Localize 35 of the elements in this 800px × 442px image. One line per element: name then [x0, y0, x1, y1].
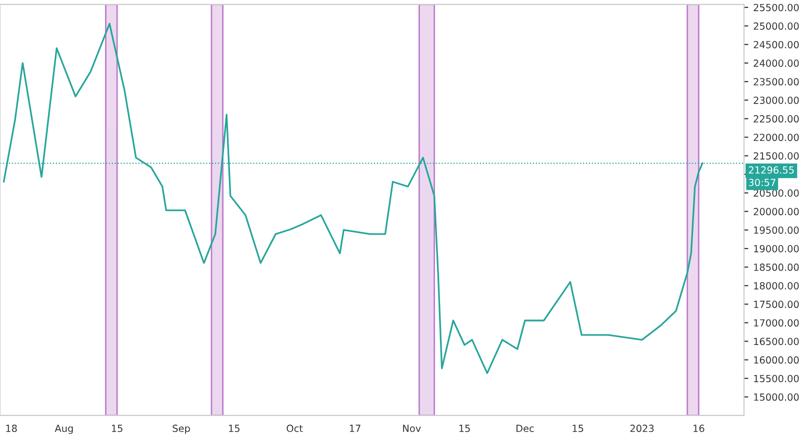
y-tick-label: 23000.00 — [754, 96, 799, 104]
x-tick-label: 2023 — [630, 424, 654, 432]
y-tick-label: 25500.00 — [754, 4, 799, 12]
y-tick-label: 19000.00 — [754, 245, 799, 252]
y-tick-label: 15000.00 — [754, 393, 799, 401]
x-tick-label: 16 — [694, 424, 704, 432]
x-tick-label: 17 — [350, 424, 360, 432]
y-tick-label: 17500.00 — [754, 300, 799, 308]
y-tick-label: 23500.00 — [754, 78, 799, 86]
x-tick-label: 15 — [112, 424, 122, 432]
y-tick-label: 16500.00 — [754, 338, 799, 346]
y-tick-label: 22500.00 — [754, 115, 799, 123]
text: 30:57 — [748, 178, 776, 186]
y-tick-label: 19500.00 — [754, 226, 799, 234]
x-tick-label: Aug — [54, 424, 73, 434]
y-tick-label: 21500.00 — [754, 152, 799, 160]
ref-line-label: 21296.55 — [748, 166, 794, 174]
x-tick-label: Nov — [403, 424, 421, 432]
x-tick-label: Dec — [516, 424, 534, 432]
y-tick-label: 18500.00 — [754, 264, 799, 271]
x-tick-label: Oct — [286, 424, 303, 432]
y-tick-label: 24500.00 — [754, 40, 799, 48]
y-tick-label: 18000.00 — [754, 282, 799, 290]
x-tick-label: 15 — [459, 424, 470, 432]
x-tick-label: Sep — [172, 424, 190, 434]
x-tick-label: 15 — [229, 424, 240, 432]
y-tick-label: 15500.00 — [754, 374, 799, 382]
y-tick-label: 24000.00 — [754, 60, 799, 67]
x-tick-label: 18 — [6, 424, 17, 432]
y-tick-label: 25000.00 — [754, 22, 799, 30]
y-tick-label: 16000.00 — [754, 356, 799, 364]
y-tick-label: 17000.00 — [754, 319, 799, 327]
y-tick-label: 20000.00 — [754, 208, 799, 216]
y-tick-label: 22000.00 — [754, 134, 799, 142]
x-tick-label: 15 — [572, 424, 584, 432]
